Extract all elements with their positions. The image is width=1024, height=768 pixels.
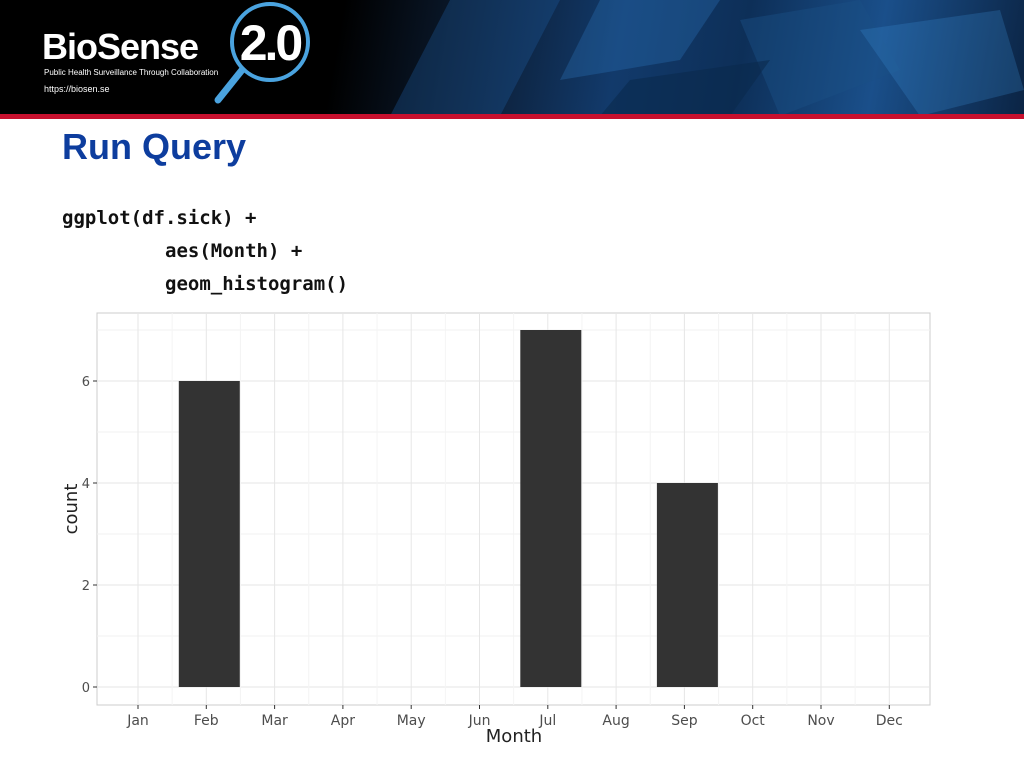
x-tick-label-apr: Apr xyxy=(331,713,355,729)
x-tick-label-jun: Jun xyxy=(468,713,491,729)
x-tick-label-nov: Nov xyxy=(807,713,834,729)
bars xyxy=(178,330,718,687)
x-tick-label-mar: Mar xyxy=(261,713,288,729)
code-line-3: geom_histogram() xyxy=(165,273,349,295)
brand-version: 2.0 xyxy=(240,15,302,71)
x-tick-label-dec: Dec xyxy=(876,713,903,729)
x-tick-label-oct: Oct xyxy=(741,713,766,729)
bar-feb xyxy=(178,381,240,687)
x-tick-label-jan: Jan xyxy=(126,713,149,729)
code-line-2: aes(Month) + xyxy=(165,240,303,262)
y-tick-label: 4 xyxy=(82,477,90,492)
x-tick-label-sep: Sep xyxy=(671,713,698,729)
x-tick-label-feb: Feb xyxy=(194,713,219,729)
y-axis: 0 2 4 6 xyxy=(82,375,97,696)
bar-sep xyxy=(656,483,718,687)
y-tick-label: 0 xyxy=(82,681,90,696)
y-axis-label: count xyxy=(61,484,82,535)
y-tick-label: 2 xyxy=(82,579,90,594)
header-banner: BioSense Public Health Surveillance Thro… xyxy=(0,0,1024,116)
y-tick-label: 6 xyxy=(82,375,90,390)
code-line-1: ggplot(df.sick) + xyxy=(62,207,257,229)
x-tick-label-jul: Jul xyxy=(538,713,556,729)
header-accent-line xyxy=(0,114,1024,119)
code-block: ggplot(df.sick) + aes(Month) + geom_hist… xyxy=(62,202,348,301)
magnifier-icon: 2.0 xyxy=(214,2,310,104)
brand-name: BioSense xyxy=(42,26,199,67)
bar-jul xyxy=(520,330,582,687)
biosense-logo[interactable]: BioSense Public Health Surveillance Thro… xyxy=(28,0,316,108)
x-axis-label: Month xyxy=(486,726,542,747)
brand-tagline: Public Health Surveillance Through Colla… xyxy=(44,68,219,77)
histogram-chart: 0 2 4 6 Jan Feb Mar Apr May Jun Jul Aug Sep Oct Nov De… xyxy=(61,312,931,747)
brand-url: https://biosen.se xyxy=(44,84,110,94)
page-title: Run Query xyxy=(62,126,247,167)
x-tick-label-may: May xyxy=(397,713,426,729)
x-tick-label-aug: Aug xyxy=(602,713,629,729)
x-axis: Jan Feb Mar Apr May Jun Jul Aug Sep Oct Nov Dec xyxy=(126,705,903,729)
banner-decoration xyxy=(390,0,1024,116)
